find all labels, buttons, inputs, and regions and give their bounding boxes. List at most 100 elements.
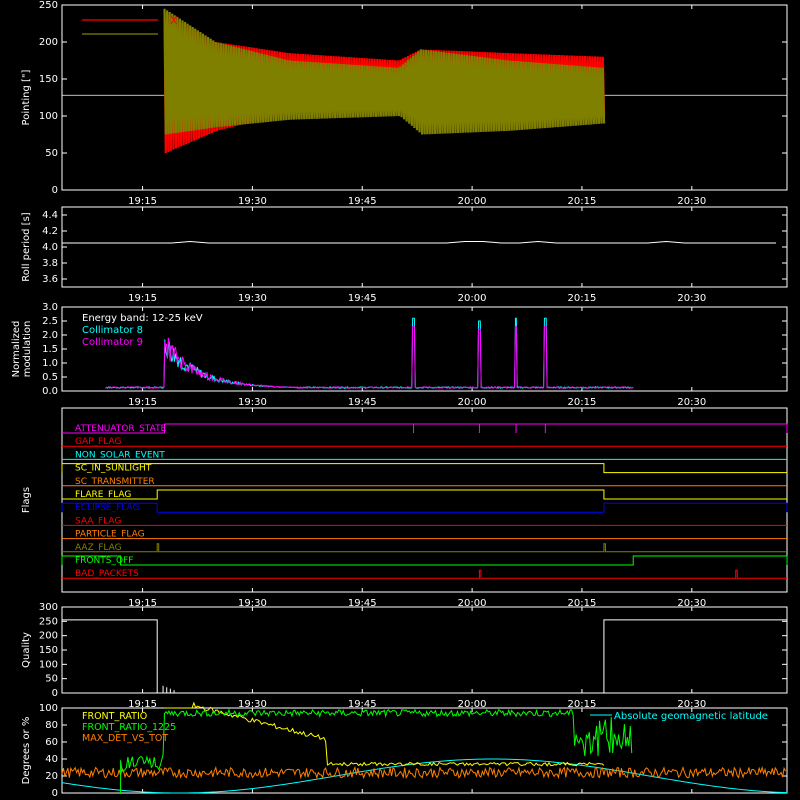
flag-label-sc-in-sunlight: SC_IN_SUNLIGHT [75, 464, 152, 474]
modulation-collimator9-line [105, 326, 634, 390]
y-tick-label: 0 [52, 788, 58, 799]
x-tick-label: 20:00 [458, 699, 487, 710]
legend-label-y: Y [169, 28, 177, 41]
y-tick-label: 3.6 [42, 274, 58, 285]
flag-label-saa-flag: SAA_FLAG [75, 516, 121, 526]
x-tick-label: 19:30 [238, 196, 267, 207]
x-tick-label: 20:00 [458, 293, 487, 304]
flag-label-attenuator-state: ATTENUATOR_STATE [75, 424, 167, 434]
legend-title: Energy band: 12-25 keV [82, 313, 203, 324]
y-tick-label: 4.0 [42, 242, 58, 253]
y-axis-label: Pointing ["] [21, 69, 32, 125]
flag-label-eclipse-flag: ECLIPSE_FLAG [75, 503, 139, 513]
x-tick-label: 20:30 [677, 699, 706, 710]
y-axis-label: Normalizedmodulation [11, 321, 33, 378]
x-tick-label: 19:15 [128, 196, 157, 207]
flag-label-non-solar-event: NON_SOLAR_EVENT [75, 450, 165, 460]
x-tick-label: 20:00 [458, 598, 487, 609]
flag-label-aaz-flag: AAZ_FLAG [75, 543, 122, 553]
legend-label-geomag-latitude: Absolute geomagnetic latitude [614, 711, 768, 722]
front-ratio-line [164, 701, 605, 767]
flag-label-bad-packets: BAD_PACKETS [75, 569, 139, 579]
x-tick-label: 19:45 [348, 699, 377, 710]
x-tick-label: 19:15 [128, 598, 157, 609]
x-tick-label: 19:15 [128, 699, 157, 710]
flag-line-sc-in-sunlight [61, 463, 787, 474]
y-tick-label: 100 [39, 659, 58, 670]
y-tick-label: 3.0 [42, 302, 58, 313]
y-axis-label: Degrees or % [21, 717, 32, 785]
y-tick-label: 0 [52, 185, 58, 196]
y-tick-label: 100 [39, 703, 58, 714]
x-tick-label: 19:45 [348, 397, 377, 408]
flag-label-gap-flag: GAP_FLAG [75, 437, 121, 447]
panel-roll-period: 19:15 19:30 19:45 20:00 20:15 20:30 3.6 3.8 4.0 4… [21, 206, 788, 304]
y-tick-label: 0 [52, 688, 58, 699]
x-tick-label: 20:15 [568, 293, 597, 304]
y-tick-label: 250 [39, 616, 58, 627]
flag-line-aaz-flag [62, 543, 787, 553]
y-axis-label: Roll period [s] [21, 212, 32, 281]
y-tick-label: 1.5 [42, 344, 58, 355]
x-tick-label: 20:30 [677, 397, 706, 408]
legend-label-x: X [170, 14, 178, 27]
y-tick-label: 3.8 [42, 258, 58, 269]
y-tick-label: 60 [45, 737, 58, 748]
x-tick-label: 19:45 [348, 598, 377, 609]
y-tick-label: 250 [39, 0, 58, 11]
flag-line-bad-packets [62, 569, 787, 579]
legend-label-front-ratio: FRONT_RATIO [82, 711, 147, 722]
panel-degrees: 0 20 40 60 80 100 Degrees or % FRONT_RATIOFRONT… [21, 701, 788, 799]
panel-pointing: 19:15 19:30 19:45 20:00 20:15 20:30 0 50 100 150 2… [21, 0, 788, 207]
y-tick-label: 4.2 [42, 226, 58, 237]
x-tick-label: 20:30 [677, 293, 706, 304]
roll-period-line [62, 240, 777, 244]
flag-line-eclipse-flag [61, 502, 788, 513]
flag-label-sc-transmitter: SC_TRANSMITTER [75, 477, 155, 487]
y-tick-label: 200 [39, 37, 58, 48]
x-tick-label: 19:30 [238, 397, 267, 408]
x-tick-label: 20:15 [568, 196, 597, 207]
panel-quality: 19:15 19:30 19:45 20:00 20:15 20:30 0 50 100 150 2… [21, 602, 788, 710]
y-tick-label: 200 [39, 631, 58, 642]
y-tick-label: 150 [39, 74, 58, 85]
flag-line-flare-flag [62, 489, 787, 500]
y-tick-label: 100 [39, 111, 58, 122]
panel-flags: 19:15 19:30 19:45 20:00 20:15 20:30 Flags ATTEN… [21, 407, 788, 609]
x-tick-label: 19:30 [238, 293, 267, 304]
quality-line [62, 619, 787, 694]
y-tick-label: 20 [45, 771, 58, 782]
x-tick-label: 20:30 [677, 196, 706, 207]
y-tick-label: 1.0 [42, 358, 58, 369]
y-tick-label: 2.0 [42, 330, 58, 341]
series-y-line [163, 8, 606, 135]
y-tick-label: 50 [45, 674, 58, 685]
flag-line-attenuator-state [62, 423, 788, 434]
x-tick-label: 20:00 [458, 196, 487, 207]
flag-label-particle-flag: PARTICLE_FLAG [75, 530, 145, 540]
legend-label-max-det-vs-tot: MAX_DET_VS_TOT [82, 733, 168, 744]
y-tick-label: 50 [45, 148, 58, 159]
y-tick-label: 40 [45, 754, 58, 765]
y-tick-label: 2.5 [42, 316, 58, 327]
front-ratio-1225-line [120, 708, 633, 793]
legend-label-collimator-9: Collimator 9 [82, 337, 143, 348]
y-tick-label: 80 [45, 720, 58, 731]
x-tick-label: 19:45 [348, 293, 377, 304]
y-tick-label: 4.4 [42, 210, 58, 221]
x-tick-label: 19:45 [348, 196, 377, 207]
x-tick-label: 19:30 [238, 699, 267, 710]
x-tick-label: 19:15 [128, 397, 157, 408]
panel-frame [61, 4, 788, 191]
panel-frame [61, 407, 788, 593]
legend-label-front-ratio-1225: FRONT_RATIO_1225 [82, 722, 176, 733]
y-tick-label: 0.5 [42, 372, 58, 383]
x-tick-label: 20:15 [568, 598, 597, 609]
x-tick-label: 20:00 [458, 397, 487, 408]
y-axis-label: Flags [21, 487, 32, 513]
y-tick-label: 0.0 [42, 386, 58, 397]
x-tick-label: 19:15 [128, 293, 157, 304]
y-axis-label: Quality [21, 632, 32, 668]
panel-modulation: 19:15 19:30 19:45 20:00 20:15 20:30 0.0 0.5 1.0 1… [11, 302, 788, 408]
